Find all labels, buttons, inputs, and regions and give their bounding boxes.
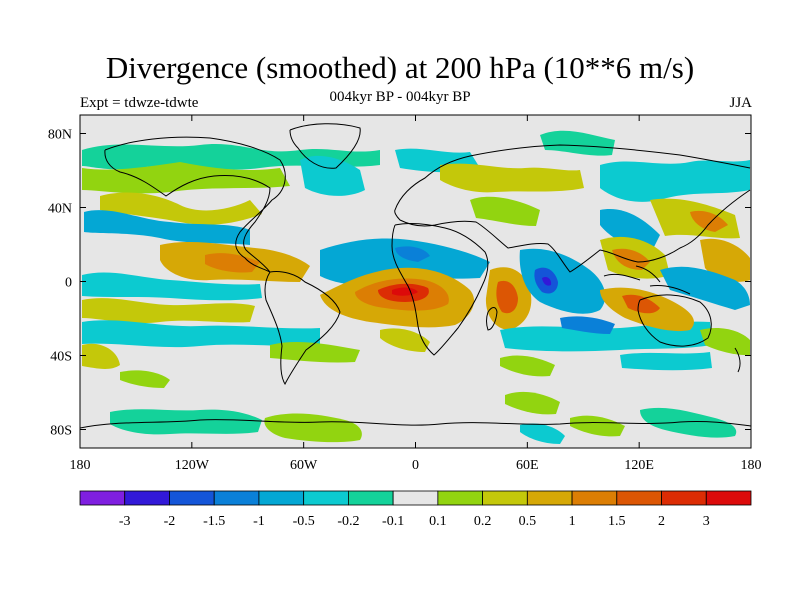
colorbar-swatch bbox=[526, 490, 573, 506]
contour-region bbox=[440, 163, 584, 193]
coastline-greenland bbox=[289, 123, 361, 169]
colorbar-label: 1 bbox=[569, 514, 576, 529]
colorbar-label: -1.5 bbox=[203, 514, 225, 529]
x-tick-label: 180 bbox=[741, 458, 762, 473]
contour-region bbox=[82, 343, 120, 369]
colorbar-swatch bbox=[79, 490, 126, 506]
x-axis: 180 120W 60W 0 60E 120E 180 bbox=[70, 115, 762, 473]
colorbar-label: -0.2 bbox=[337, 514, 359, 529]
contour-region bbox=[700, 328, 750, 356]
contour-region bbox=[505, 391, 560, 415]
colorbar-swatch bbox=[482, 490, 528, 506]
y-tick-label: 40S bbox=[50, 350, 72, 365]
y-tick-label: 0 bbox=[65, 276, 72, 291]
contour-region bbox=[205, 253, 260, 273]
contour-region bbox=[82, 320, 320, 348]
contour-region bbox=[264, 413, 362, 443]
map-panel: 180 120W 60W 0 60E 120E 180 80N 40N 0 40S 80S bbox=[48, 114, 762, 473]
experiment-label: Expt = tdwze-tdwte bbox=[80, 95, 199, 111]
y-tick-label: 80S bbox=[50, 424, 72, 439]
contour-region bbox=[110, 409, 262, 435]
colorbar-swatch bbox=[258, 490, 305, 506]
coastline-new-zealand bbox=[734, 347, 741, 373]
coastline-australia bbox=[637, 294, 712, 347]
colorbar-label: 2 bbox=[658, 514, 665, 529]
colorbar-swatch bbox=[303, 490, 349, 506]
contour-region bbox=[320, 238, 490, 286]
contour-region bbox=[100, 192, 262, 225]
contour-region bbox=[620, 352, 712, 371]
colorbar-label: -1 bbox=[253, 514, 265, 529]
colorbar-swatch bbox=[169, 490, 215, 506]
coastline-maritime-continent bbox=[603, 265, 691, 295]
contour-region bbox=[622, 294, 660, 314]
y-tick-label: 40N bbox=[48, 202, 72, 217]
contour-region bbox=[570, 415, 625, 437]
coastline-south-america bbox=[264, 271, 341, 386]
coastline-antarctica bbox=[80, 419, 751, 429]
colorbar-swatch bbox=[571, 490, 618, 506]
colorbar-swatch bbox=[661, 490, 707, 506]
contour-region bbox=[500, 321, 712, 352]
contour-region bbox=[84, 210, 250, 245]
contour-region bbox=[542, 276, 552, 286]
coastline-africa bbox=[391, 223, 489, 356]
coastline-madagascar bbox=[486, 307, 498, 331]
y-axis: 80N 40N 0 40S 80S bbox=[48, 128, 751, 439]
contour-region bbox=[640, 407, 737, 438]
coastline-north-america bbox=[104, 136, 286, 273]
contour-region bbox=[519, 248, 606, 314]
contour-region bbox=[470, 196, 540, 226]
x-tick-label: 180 bbox=[70, 458, 91, 473]
divergence-field bbox=[82, 130, 750, 444]
colorbar-swatch bbox=[616, 490, 662, 506]
contour-region bbox=[560, 316, 615, 334]
contour-region bbox=[500, 355, 555, 377]
contour-region bbox=[270, 342, 360, 363]
colorbar-swatch bbox=[124, 490, 170, 506]
colorbar: -3 -2 -1.5 -1 -0.5 -0.2 -0.1 0.1 0.2 0.5 1 1.5 2 3 bbox=[79, 490, 752, 529]
contour-region bbox=[520, 423, 565, 444]
contour-region bbox=[82, 298, 255, 324]
contour-region bbox=[82, 272, 262, 301]
contour-region bbox=[612, 248, 650, 270]
colorbar-label: 0.1 bbox=[429, 514, 447, 529]
contour-region bbox=[395, 246, 430, 262]
season-label: JJA bbox=[729, 95, 752, 111]
x-tick-label: 0 bbox=[412, 458, 419, 473]
colorbar-label: 3 bbox=[703, 514, 710, 529]
contour-region bbox=[700, 238, 750, 282]
contour-region bbox=[600, 160, 750, 202]
colorbar-swatch bbox=[213, 490, 260, 506]
contour-region bbox=[120, 370, 170, 388]
colorbar-swatch bbox=[347, 490, 394, 506]
colorbar-label: -2 bbox=[164, 514, 176, 529]
x-tick-label: 60W bbox=[290, 458, 318, 473]
colorbar-swatch bbox=[392, 490, 439, 506]
x-tick-label: 120E bbox=[624, 458, 654, 473]
plot-subtitle: 004kyr BP - 004kyr BP bbox=[329, 89, 471, 105]
contour-region bbox=[540, 130, 615, 156]
colorbar-label: -0.5 bbox=[293, 514, 315, 529]
contour-region bbox=[82, 162, 290, 194]
plot-title: Divergence (smoothed) at 200 hPa (10**6 … bbox=[105, 50, 695, 85]
colorbar-swatch bbox=[705, 490, 752, 506]
contour-region bbox=[300, 155, 365, 196]
y-tick-label: 80N bbox=[48, 128, 72, 143]
colorbar-label: -0.1 bbox=[382, 514, 404, 529]
x-tick-label: 60E bbox=[516, 458, 539, 473]
colorbar-label: 1.5 bbox=[608, 514, 626, 529]
contour-region bbox=[690, 210, 728, 232]
contour-region bbox=[380, 328, 430, 352]
colorbar-label: 0.2 bbox=[474, 514, 492, 529]
colorbar-label: 0.5 bbox=[519, 514, 537, 529]
contour-region bbox=[496, 280, 518, 314]
coastlines bbox=[80, 123, 751, 429]
contour-region bbox=[660, 266, 750, 310]
x-tick-label: 120W bbox=[175, 458, 210, 473]
colorbar-swatch bbox=[437, 490, 484, 506]
colorbar-label: -3 bbox=[119, 514, 131, 529]
